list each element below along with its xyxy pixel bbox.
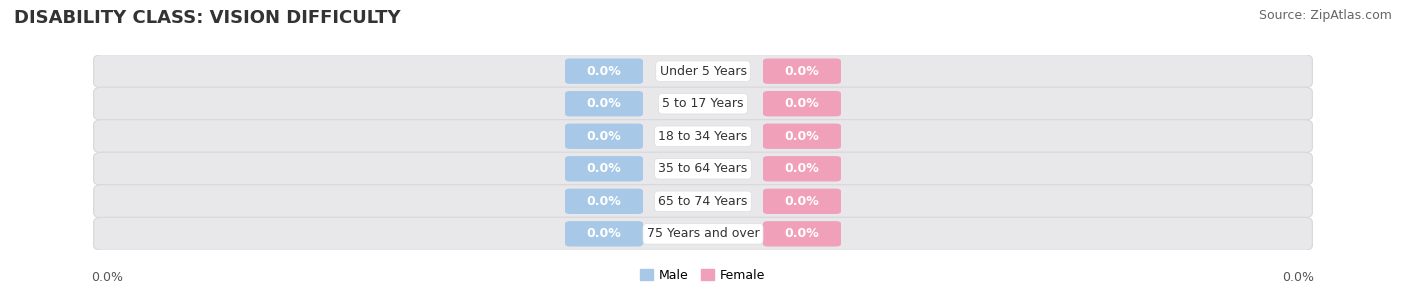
Text: 0.0%: 0.0% bbox=[586, 162, 621, 175]
Text: 0.0%: 0.0% bbox=[785, 195, 820, 208]
FancyBboxPatch shape bbox=[763, 124, 841, 149]
Text: 0.0%: 0.0% bbox=[586, 227, 621, 240]
Text: 0.0%: 0.0% bbox=[586, 195, 621, 208]
Text: DISABILITY CLASS: VISION DIFFICULTY: DISABILITY CLASS: VISION DIFFICULTY bbox=[14, 9, 401, 27]
Legend: Male, Female: Male, Female bbox=[636, 264, 770, 287]
Text: 0.0%: 0.0% bbox=[785, 162, 820, 175]
Text: 0.0%: 0.0% bbox=[785, 227, 820, 240]
Text: 0.0%: 0.0% bbox=[1282, 271, 1315, 284]
Text: Under 5 Years: Under 5 Years bbox=[659, 65, 747, 78]
FancyBboxPatch shape bbox=[94, 185, 1312, 218]
Text: 0.0%: 0.0% bbox=[586, 130, 621, 143]
FancyBboxPatch shape bbox=[565, 91, 643, 117]
FancyBboxPatch shape bbox=[94, 120, 1312, 153]
FancyBboxPatch shape bbox=[763, 221, 841, 246]
FancyBboxPatch shape bbox=[565, 221, 643, 246]
Text: 18 to 34 Years: 18 to 34 Years bbox=[658, 130, 748, 143]
Text: 35 to 64 Years: 35 to 64 Years bbox=[658, 162, 748, 175]
FancyBboxPatch shape bbox=[94, 152, 1312, 185]
FancyBboxPatch shape bbox=[94, 55, 1312, 88]
FancyBboxPatch shape bbox=[565, 188, 643, 214]
Text: 0.0%: 0.0% bbox=[586, 97, 621, 110]
FancyBboxPatch shape bbox=[763, 156, 841, 181]
Text: 0.0%: 0.0% bbox=[91, 271, 124, 284]
FancyBboxPatch shape bbox=[763, 188, 841, 214]
FancyBboxPatch shape bbox=[94, 87, 1312, 120]
FancyBboxPatch shape bbox=[565, 59, 643, 84]
Text: 5 to 17 Years: 5 to 17 Years bbox=[662, 97, 744, 110]
Text: 65 to 74 Years: 65 to 74 Years bbox=[658, 195, 748, 208]
Text: 0.0%: 0.0% bbox=[785, 97, 820, 110]
Text: 0.0%: 0.0% bbox=[586, 65, 621, 78]
FancyBboxPatch shape bbox=[763, 91, 841, 117]
FancyBboxPatch shape bbox=[565, 124, 643, 149]
FancyBboxPatch shape bbox=[763, 59, 841, 84]
Text: 0.0%: 0.0% bbox=[785, 65, 820, 78]
Text: 0.0%: 0.0% bbox=[785, 130, 820, 143]
Text: 75 Years and over: 75 Years and over bbox=[647, 227, 759, 240]
FancyBboxPatch shape bbox=[94, 217, 1312, 250]
FancyBboxPatch shape bbox=[565, 156, 643, 181]
Text: Source: ZipAtlas.com: Source: ZipAtlas.com bbox=[1258, 9, 1392, 22]
